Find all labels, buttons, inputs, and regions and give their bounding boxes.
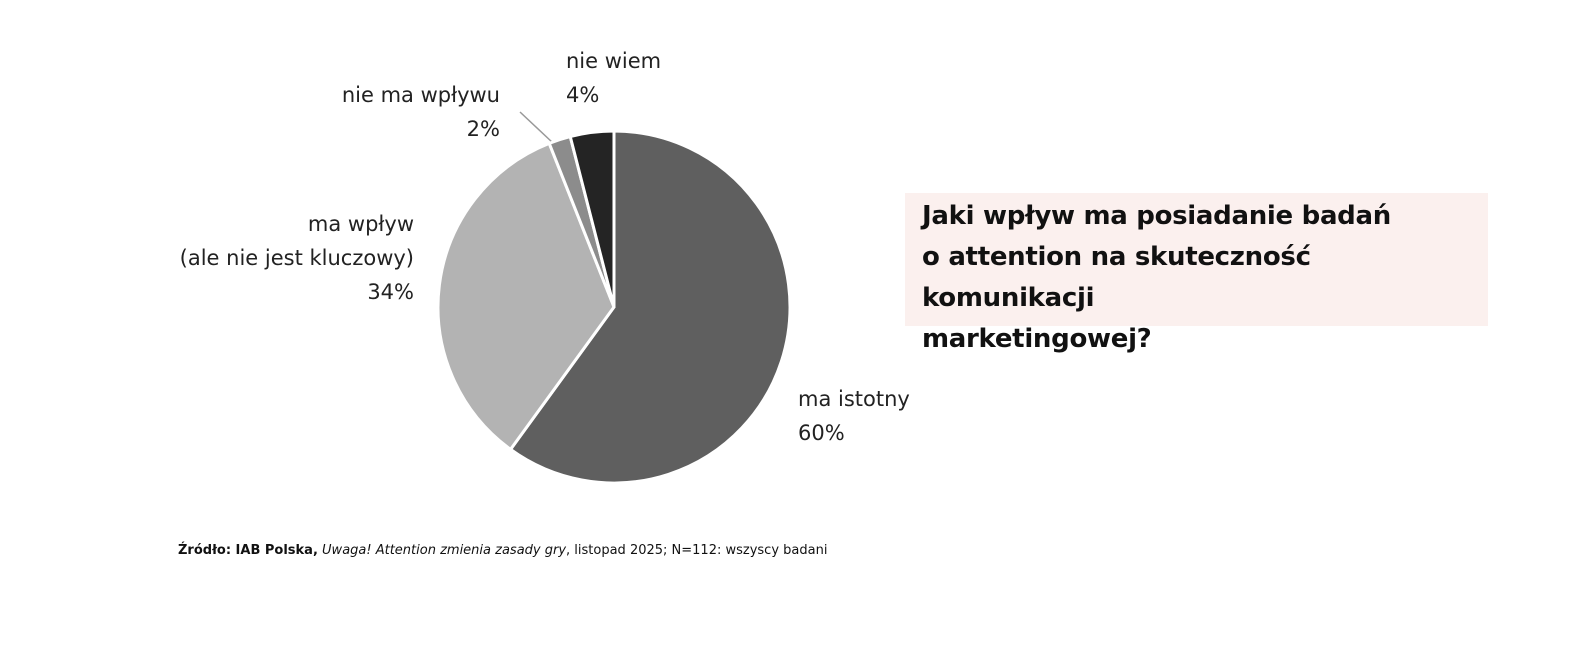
question: Jaki wpływ ma posiadanie badań o attenti… — [922, 201, 1391, 354]
slice-label: ma wpływ (ale nie jest kluczowy) 34% — [180, 207, 414, 309]
pie-slice — [509, 129, 792, 485]
category-label: ma istotny — [798, 387, 910, 411]
leader-line — [519, 111, 554, 144]
value-label: 60% — [798, 421, 845, 445]
source-label: Źródło: IAB Polska, — [178, 543, 318, 558]
slice-label: nie wiem 4% — [566, 44, 661, 112]
pie-slice — [568, 129, 616, 309]
value-label: 2% — [466, 117, 500, 141]
source-details: , listopad 2025; N=112: wszyscy badani — [566, 543, 828, 558]
category-label: nie ma wpływu — [341, 83, 500, 107]
source-publication: Uwaga! Attention zmienia zasady gry — [322, 543, 567, 558]
slice-label: nie ma wpływu 2% — [342, 78, 500, 146]
pie-slice — [436, 141, 616, 451]
question-box: Jaki wpływ ma posiadanie badań o attenti… — [905, 193, 1488, 354]
source-note: Źródło: IAB Polska, Uwaga! Attention zmi… — [178, 543, 827, 558]
slice-label: ma istotny 60% — [798, 382, 910, 450]
category-label: ma wpływ (ale nie jest kluczowy) — [179, 212, 414, 270]
category-label: nie wiem — [566, 49, 662, 73]
value-label: 34% — [367, 280, 414, 304]
value-label: 4% — [566, 83, 600, 107]
